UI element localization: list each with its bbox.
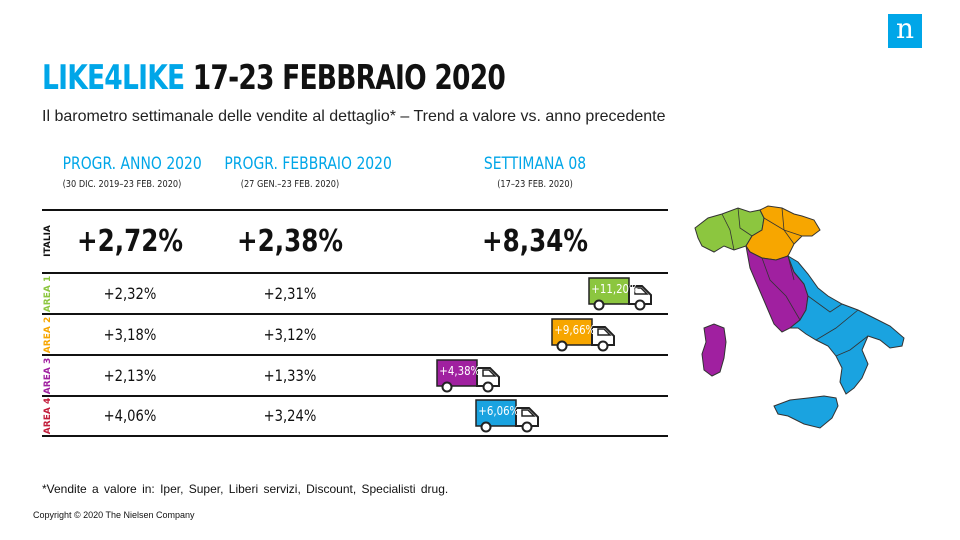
table-rule-bottom <box>42 435 668 437</box>
column-header-settimana: SETTIMANA 08 (17–23 FEB. 2020) <box>470 154 600 190</box>
value-area-2-febbraio: +3,12% <box>263 325 317 344</box>
truck-icon <box>551 318 615 352</box>
table-rule-top <box>42 209 668 211</box>
title-accent: LIKE4LIKE <box>42 58 185 98</box>
nielsen-logo: n <box>888 14 922 48</box>
column-header-anno: PROGR. ANNO 2020 (30 DIC. 2019–23 FEB. 2… <box>50 154 202 190</box>
row-label-area-3: AREA 3 <box>43 357 53 395</box>
truck-area-1: +11,20% <box>588 277 654 311</box>
column-header-anno-period: (30 DIC. 2019–23 FEB. 2020) <box>62 179 182 190</box>
truck-area-4: +6,06% <box>475 399 541 433</box>
truck-area-3: +4,38% <box>436 359 502 393</box>
column-header-febbraio-label: PROGR. FEBBRAIO 2020 <box>224 154 392 174</box>
table-rule <box>42 272 668 274</box>
column-header-febbraio: PROGR. FEBBRAIO 2020 (27 GEN.–23 FEB. 20… <box>210 154 392 190</box>
row-label-area-1: AREA 1 <box>43 275 53 313</box>
truck-area-4-value: +6,06% <box>478 404 520 418</box>
value-area-2-anno: +3,18% <box>103 325 157 344</box>
column-header-settimana-label: SETTIMANA 08 <box>483 154 587 174</box>
value-area-4-febbraio: +3,24% <box>263 406 317 425</box>
table-rule <box>42 395 668 397</box>
copyright: Copyright © 2020 The Nielsen Company <box>33 510 195 520</box>
truck-icon <box>588 277 652 311</box>
italy-area-map <box>694 205 905 429</box>
value-italia-febbraio: +2,38% <box>237 224 343 259</box>
map-area-4 <box>787 254 905 395</box>
map-area-4-sicily <box>773 395 839 429</box>
title-main: 17-23 FEBBRAIO 2020 <box>184 58 506 98</box>
value-area-1-anno: +2,32% <box>103 284 157 303</box>
value-area-4-anno: +4,06% <box>103 406 157 425</box>
value-area-3-anno: +2,13% <box>103 366 157 385</box>
truck-icon <box>475 399 539 433</box>
truck-icon <box>436 359 500 393</box>
page-subtitle: Il barometro settimanale delle vendite a… <box>42 108 666 125</box>
truck-area-2-value: +9,66% <box>554 323 596 337</box>
row-label-italia: ITALIA <box>43 225 53 257</box>
value-italia-settimana: +8,34% <box>482 224 588 259</box>
footnote: *Vendite a valore in: Iper, Super, Liber… <box>42 482 449 496</box>
column-header-settimana-period: (17–23 FEB. 2020) <box>497 179 573 190</box>
map-area-3-sardinia <box>701 323 727 377</box>
row-label-area-4: AREA 4 <box>43 397 53 435</box>
value-italia-anno: +2,72% <box>77 224 183 259</box>
row-label-area-2: AREA 2 <box>43 316 53 354</box>
truck-area-2: +9,66% <box>551 318 617 352</box>
truck-area-3-value: +4,38% <box>439 364 481 378</box>
column-header-febbraio-period: (27 GEN.–23 FEB. 2020) <box>240 179 340 190</box>
page-title: LIKE4LIKE 17-23 FEBBRAIO 2020 <box>42 58 506 98</box>
column-header-anno-label: PROGR. ANNO 2020 <box>62 154 202 174</box>
table-rule <box>42 354 668 356</box>
table-rule <box>42 313 668 315</box>
truck-area-1-value: +11,20% <box>591 282 639 296</box>
value-area-1-febbraio: +2,31% <box>263 284 317 303</box>
value-area-3-febbraio: +1,33% <box>263 366 317 385</box>
